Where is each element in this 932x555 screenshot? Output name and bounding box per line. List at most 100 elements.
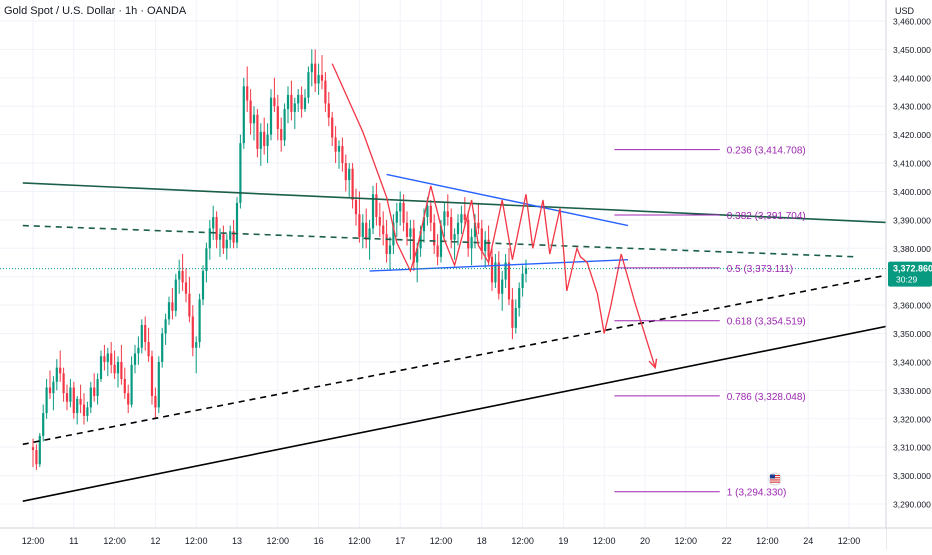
candle-body <box>327 103 330 118</box>
candle-body <box>402 202 405 223</box>
x-tick-label: 19 <box>558 536 568 546</box>
candle-body <box>395 211 398 223</box>
candle-body <box>242 86 245 144</box>
candle-body <box>276 106 279 129</box>
x-tick-label: 24 <box>803 536 813 546</box>
y-tick-label: 3,400.000 <box>893 187 931 197</box>
candle-body <box>147 342 150 357</box>
candle-body <box>157 361 160 408</box>
candle-body <box>436 245 439 257</box>
candle-body <box>269 97 273 135</box>
candle-body <box>511 299 514 328</box>
candle-body <box>456 222 460 235</box>
candle-body <box>354 199 358 215</box>
x-tick-label: 12:00 <box>511 536 534 546</box>
candle-body <box>31 447 35 451</box>
candle-body <box>273 97 276 107</box>
x-tick-label: 12:00 <box>838 536 861 546</box>
drawings <box>0 63 886 502</box>
y-tick-label: 3,340.000 <box>893 357 931 367</box>
grid <box>0 0 891 528</box>
candle-body <box>463 214 466 220</box>
candle-body <box>361 222 364 237</box>
candle-body <box>79 398 82 405</box>
candle-body <box>106 353 109 362</box>
candle-body <box>256 114 259 149</box>
x-tick-label: 12:00 <box>430 536 453 546</box>
candle-body <box>65 393 69 402</box>
y-tick-label: 3,350.000 <box>893 329 931 339</box>
candle-body <box>89 387 92 408</box>
candle-body <box>127 393 130 405</box>
x-tick-label: 12:00 <box>185 536 208 546</box>
fib-level-label: 0.5 (3,373.111) <box>727 264 793 275</box>
candle-body <box>514 307 517 328</box>
candle-body <box>392 222 395 246</box>
candle-body <box>82 404 86 416</box>
time-axis-bg <box>0 528 886 550</box>
candle-body <box>286 94 290 110</box>
candle-body <box>174 279 177 311</box>
candle-body <box>473 222 477 237</box>
candle-body <box>263 131 266 147</box>
x-tick-label: 12:00 <box>675 536 698 546</box>
candle-body <box>429 205 432 223</box>
candle-body <box>232 231 235 243</box>
candle-body <box>259 131 262 149</box>
candle-body <box>184 282 188 294</box>
candle-body <box>59 367 62 374</box>
candle-body <box>341 146 344 164</box>
chart-title: Gold Spot / U.S. Dollar · 1h · OANDA <box>4 5 187 17</box>
candle-body <box>178 271 181 280</box>
candle-body <box>450 217 453 240</box>
candle-body <box>497 262 500 294</box>
x-tick-label: 20 <box>640 536 650 546</box>
zigzag-path <box>331 63 656 368</box>
candle-body <box>484 239 487 252</box>
candle-body <box>246 86 249 101</box>
x-tick-label: 12:00 <box>103 536 126 546</box>
candle-body <box>317 74 320 84</box>
x-tick-label: 13 <box>232 536 242 546</box>
candle-body <box>225 239 228 249</box>
candle-body <box>388 245 392 254</box>
y-tick-label: 3,460.000 <box>893 17 931 27</box>
candle-body <box>55 367 58 382</box>
candle-body <box>358 214 361 237</box>
candle-body <box>140 325 143 348</box>
y-tick-label: 3,430.000 <box>893 102 931 112</box>
candle-body <box>150 356 154 397</box>
candle-body <box>208 228 211 249</box>
candle-body <box>507 262 511 300</box>
candle-body <box>399 202 402 212</box>
trendline-black-support <box>22 325 886 502</box>
candle-body <box>412 228 415 263</box>
candle-body <box>433 222 436 246</box>
candle-body <box>69 387 72 402</box>
trendline-triangle-bottom <box>369 258 629 272</box>
candle-body <box>252 114 256 124</box>
y-tick-label: 3,320.000 <box>893 414 931 424</box>
trendline-green-resistance <box>22 182 886 224</box>
candle-body <box>181 271 184 283</box>
candle-body <box>283 109 286 141</box>
currency-label: USD <box>895 6 915 16</box>
candle-body <box>215 217 218 240</box>
y-tick-label: 3,450.000 <box>893 45 931 55</box>
fib-level-label: 0.786 (3,328.048) <box>727 392 806 403</box>
candle-body <box>477 222 480 229</box>
candle-body <box>426 205 429 218</box>
us-flag-icon[interactable] <box>768 472 782 486</box>
candle-body <box>470 236 473 249</box>
candle-body <box>249 100 252 124</box>
x-tick-label: 12:00 <box>348 536 371 546</box>
x-tick-label: 12:00 <box>756 536 779 546</box>
candle-body <box>460 214 463 223</box>
candle-body <box>191 316 194 348</box>
candle-body <box>35 450 38 465</box>
candle-body <box>38 435 41 465</box>
candle-body <box>188 293 191 317</box>
candle-body <box>487 239 490 257</box>
